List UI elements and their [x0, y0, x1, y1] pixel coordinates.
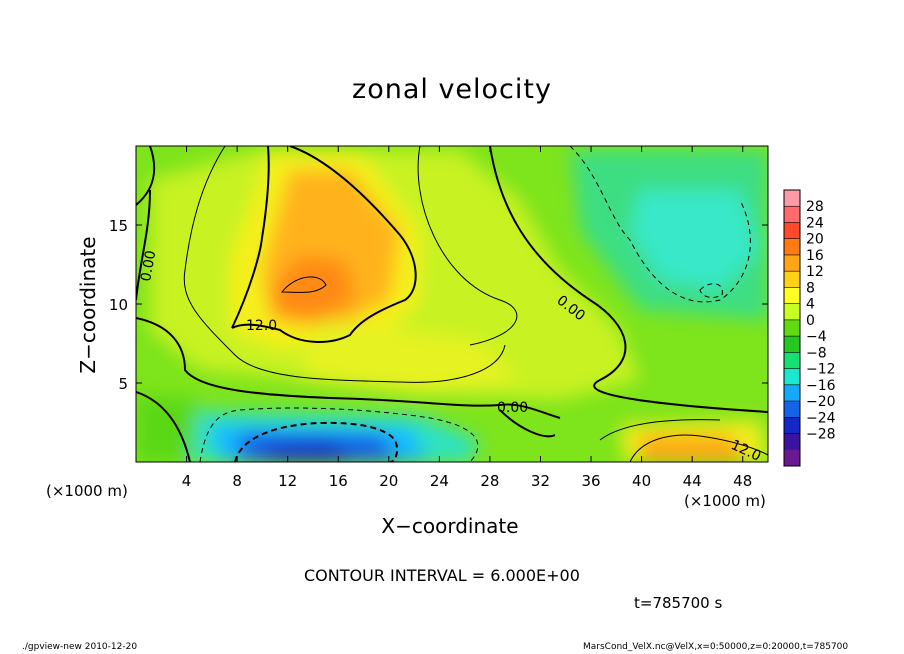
- contour-label-zero-lower: 0.00: [497, 400, 528, 416]
- colorbar-frame: [783, 189, 801, 467]
- colorbar-swatch-1: [784, 206, 800, 223]
- contour-neg-pool-outer: [199, 407, 479, 462]
- contour-lines: [136, 146, 768, 462]
- x-tick-label-2: 12: [278, 472, 297, 490]
- x-axis-ticks: 4 8 12 16 20 24 28 32 36 40 44 48: [182, 146, 752, 490]
- y-tick-label-2: 15: [109, 217, 128, 235]
- y-tick-label-0: 5: [118, 375, 128, 393]
- field-bottom-right-orange: [640, 435, 750, 462]
- colorbar-label-6: 4: [806, 297, 815, 313]
- colorbar-label-0: 28: [806, 199, 824, 215]
- x-tick-label-3: 16: [329, 472, 348, 490]
- colorbar-label-4: 12: [806, 264, 824, 280]
- colorbar-swatch-0: [784, 190, 800, 207]
- contour-zero-left: [136, 146, 156, 301]
- colorbar-swatch-14: [784, 417, 800, 435]
- colorbar-label-14: −28: [806, 427, 836, 443]
- colorbar-label-3: 16: [806, 248, 824, 264]
- contour-twelve-right: [629, 434, 768, 462]
- footer-right: MarsCond_VelX.nc@VelX,x=0:50000,z=0:2000…: [583, 642, 849, 652]
- y-axis-ticks: 5 10 15: [109, 217, 768, 393]
- colorbar-swatch-3: [784, 238, 800, 256]
- colorbar-swatch-9: [784, 336, 800, 353]
- colorbar-label-8: −4: [806, 329, 827, 345]
- colorbar-swatch-12: [784, 384, 800, 402]
- x-tick-label-4: 20: [379, 472, 398, 490]
- colorbar-swatch-13: [784, 401, 800, 418]
- chart-title: zonal velocity: [352, 74, 552, 105]
- x-tick-label-9: 40: [632, 472, 651, 490]
- contour-neg-right-loop: [699, 283, 723, 298]
- colorbar-swatch-6: [784, 287, 800, 305]
- x-tick-label-1: 8: [232, 472, 242, 490]
- colorbar-swatch-15: [784, 433, 800, 451]
- colorbar-swatch-10: [784, 352, 800, 370]
- contour-zero-main: [489, 146, 768, 413]
- colorbar-label-12: −20: [806, 394, 836, 410]
- contour-label-twelve-core: 12.0: [246, 318, 277, 334]
- x-tick-label-0: 4: [182, 472, 192, 490]
- contour-zero-lower: [136, 317, 561, 419]
- colorbar-swatch-8: [784, 319, 800, 337]
- colorbar-label-2: 20: [806, 232, 824, 248]
- x-tick-label-5: 24: [430, 472, 449, 490]
- contour-interval-note: CONTOUR INTERVAL = 6.000E+00: [304, 566, 580, 585]
- x-tick-label-6: 28: [480, 472, 499, 490]
- y-tick-label-1: 10: [109, 296, 128, 314]
- colorbar-label-10: −12: [806, 362, 836, 378]
- colorbar-label-5: 8: [806, 280, 815, 296]
- x-tick-label-8: 36: [581, 472, 600, 490]
- field-lower-yellow: [300, 320, 520, 392]
- x-tick-label-10: 44: [683, 472, 702, 490]
- colorbar-swatch-5: [784, 271, 800, 288]
- field-right-cyan: [630, 190, 760, 290]
- contour-six-left: [183, 146, 506, 383]
- x-tick-label-7: 32: [531, 472, 550, 490]
- x-axis-label-text: X−coordinate: [381, 514, 519, 538]
- velocity-field: [136, 146, 768, 462]
- contour-neg-pool-inner: [234, 421, 399, 462]
- x-tick-label-11: 48: [733, 472, 752, 490]
- footer-left: ./gpview-new 2010-12-20: [22, 642, 138, 652]
- colorbar-swatch-11: [784, 368, 800, 386]
- colorbar-swatch-7: [784, 303, 800, 321]
- colorbar-label-11: −16: [806, 378, 836, 394]
- contour-twelve-core: [231, 146, 417, 343]
- contour-zero-bottom: [136, 391, 556, 462]
- colorbar-label-9: −8: [806, 345, 827, 361]
- colorbar-label-13: −24: [806, 410, 836, 426]
- contour-six-right: [417, 146, 518, 346]
- colorbar-label-1: 24: [806, 215, 824, 231]
- colorbar-swatch-4: [784, 254, 800, 272]
- field-left-lower: [136, 395, 200, 462]
- field-strong-core: [270, 255, 355, 320]
- x-axis-label: X−coordinate: [0, 514, 904, 538]
- contour-label-zero-left: 0.00: [138, 249, 159, 282]
- time-label: t=785700 s: [634, 594, 723, 612]
- contour-zero-right-edge: [599, 419, 721, 441]
- colorbar-swatch-16: [784, 449, 800, 467]
- contour-neg-right: [569, 146, 751, 303]
- x-unit-label-left: (×1000 m): [46, 482, 128, 500]
- x-unit-label-right: (×1000 m): [684, 492, 766, 510]
- colorbar-swatch-2: [784, 222, 800, 240]
- colorbar-label-7: 0: [806, 313, 815, 329]
- contour-eighteen-loop: [280, 276, 327, 293]
